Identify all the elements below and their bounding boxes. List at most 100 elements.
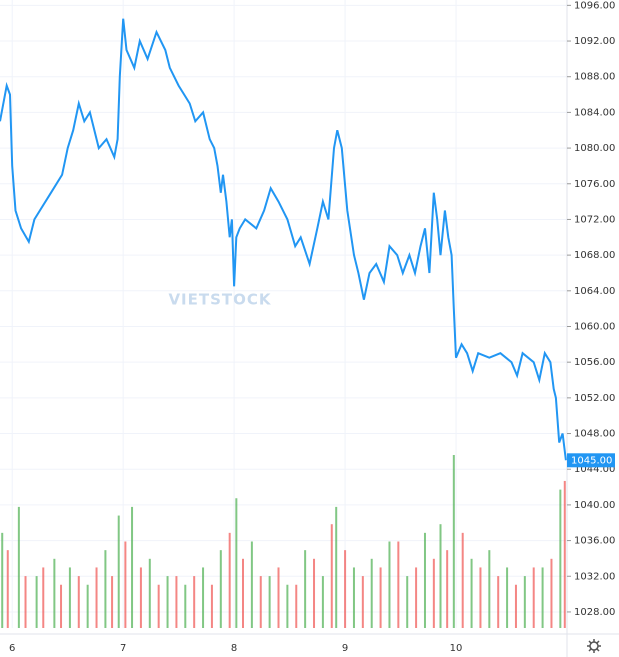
volume-bar [42,567,45,628]
volume-bar [277,567,280,628]
volume-bar [563,480,566,628]
y-tick-label: 1084.00 [574,107,615,118]
volume-bar [361,576,364,628]
y-tick-label: 1068.00 [574,250,615,261]
volume-bar [1,532,4,628]
volume-bar [139,567,142,628]
volume-bar [219,550,222,628]
volume-bar [523,576,526,628]
volume-bar [514,584,517,628]
volume-bar [117,515,120,628]
volume-bar [24,576,27,628]
volume-bar [330,524,333,628]
x-tick-label: 10 [450,643,463,654]
volume-bar [286,584,289,628]
volume-bar [77,576,80,628]
x-tick-label: 6 [9,643,15,654]
last-price-box [567,453,615,468]
volume-bar [497,576,500,628]
volume-bar [210,584,213,628]
last-price-label: 1045.00 [571,455,612,466]
volume-bar [184,584,187,628]
y-tick-label: 1056.00 [574,357,615,368]
y-tick-label: 1092.00 [574,36,615,47]
volume-bar [53,558,56,628]
volume-bar [17,506,20,628]
volume-bar [250,541,253,628]
gear-teeth[interactable] [587,639,601,653]
volume-bar [479,567,482,628]
y-tick-label: 1052.00 [574,393,615,404]
volume-bar [461,532,464,628]
y-tick-label: 1048.00 [574,429,615,440]
volume-bar [506,567,509,628]
volume-bar [321,576,324,628]
volume-bar [379,567,382,628]
y-tick-label: 1080.00 [574,143,615,154]
volume-bar [313,558,316,628]
volume-bar [388,541,391,628]
volume-bar [166,576,169,628]
volume-bar [259,576,262,628]
volume-bar [423,532,426,628]
y-tick-label: 1096.00 [574,0,615,11]
volume-bar [370,558,373,628]
volume-bar [432,558,435,628]
volume-bar [397,541,400,628]
volume-bar [86,584,89,628]
volume-bar [488,550,491,628]
volume-bar [124,541,127,628]
volume-bar [550,558,553,628]
y-tick-label: 1036.00 [574,536,615,547]
y-tick-label: 1040.00 [574,500,615,511]
y-tick-label: 1044.00 [574,464,615,475]
volume-bar [532,567,535,628]
settings-icon[interactable] [587,639,601,653]
volume-bar [415,567,418,628]
volume-bar [148,558,151,628]
volume-bar [304,550,307,628]
y-tick-label: 1076.00 [574,179,615,190]
volume-bar [202,567,205,628]
y-tick-label: 1032.00 [574,571,615,582]
volume-bar [452,455,455,628]
y-tick-label: 1072.00 [574,214,615,225]
y-tick-label: 1060.00 [574,321,615,332]
volume-bar [559,489,562,628]
volume-bar [470,558,473,628]
volume-bar [406,576,409,628]
volume-bar [6,550,9,628]
volume-bar [352,567,355,628]
x-tick-label: 8 [231,643,237,654]
volume-bar [541,567,544,628]
volume-bar [68,567,71,628]
volume-bar [228,532,231,628]
volume-bar [268,576,271,628]
volume-bar [344,550,347,628]
price-line [0,18,567,461]
x-tick-label: 9 [342,643,348,654]
volume-bar [95,567,98,628]
volume-bar [295,584,298,628]
volume-bar [439,524,442,628]
grid [0,0,567,628]
volume-bar [175,576,178,628]
y-tick-label: 1088.00 [574,72,615,83]
volume-bar [60,584,63,628]
y-tick-label: 1064.00 [574,286,615,297]
watermark: VIETSTOCK [168,291,271,309]
volume-bar [35,576,38,628]
volume-bar [193,576,196,628]
volume-bar [104,550,107,628]
volume-bar [235,498,238,628]
volume-bar [446,550,449,628]
volume-bar [111,576,114,628]
volume-bar [131,506,134,628]
volume-bar [157,584,160,628]
y-tick-label: 1028.00 [574,607,615,618]
x-tick-label: 7 [120,643,126,654]
volume-bar [335,506,338,628]
volume-bar [242,558,244,628]
